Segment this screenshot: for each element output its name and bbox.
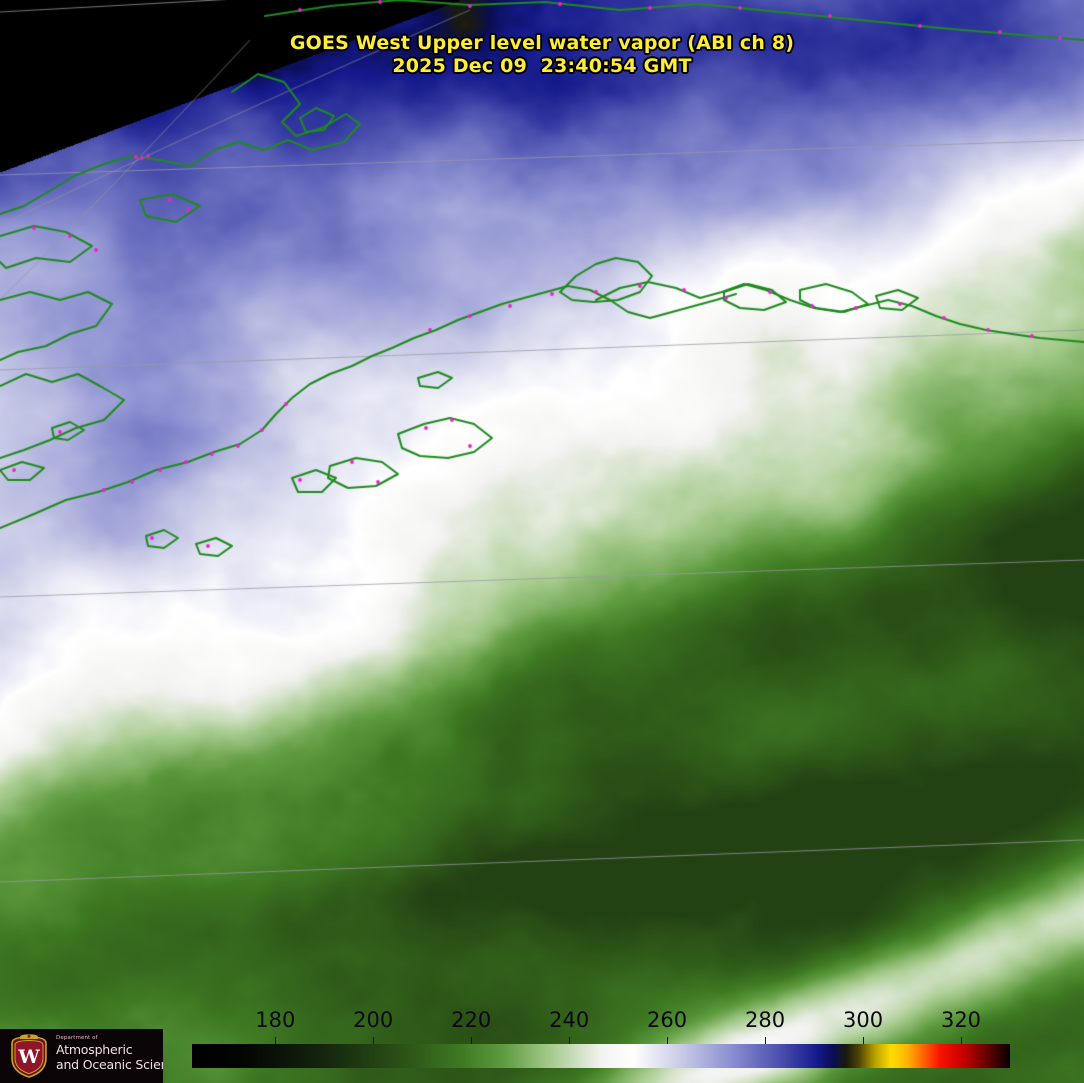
colorbar-tick-labels: 180 200 220 240 260 280 300 320: [192, 1008, 1010, 1034]
colorbar-tick-240: [569, 1037, 571, 1044]
colorbar-label-260: 260: [647, 1008, 688, 1032]
uw-crest-icon: W: [8, 1034, 50, 1079]
colorbar-tick-220: [471, 1037, 473, 1044]
logo-text-block: Department of Atmospheric and Oceanic Sc…: [56, 1035, 163, 1072]
colorbar-tick-180: [275, 1037, 277, 1044]
logo-line-oceanic: and Oceanic Sciences: [56, 1057, 163, 1072]
colorbar-label-300: 300: [843, 1008, 884, 1032]
colorbar-label-280: 280: [745, 1008, 786, 1032]
colorbar-label-220: 220: [451, 1008, 492, 1032]
colorbar-tick-280: [765, 1037, 767, 1044]
svg-text:W: W: [17, 1046, 40, 1068]
colorbar-tick-320: [961, 1037, 962, 1044]
colorbar-tick-300: [863, 1037, 865, 1044]
logo-line-atmospheric: Atmospheric: [56, 1042, 133, 1057]
logo-department-label: Department of: [56, 1035, 98, 1041]
colorbar-label-200: 200: [353, 1008, 394, 1032]
colorbar-tick-200: [373, 1037, 375, 1044]
colorbar-label-180: 180: [255, 1008, 296, 1032]
colorbar-label-320: 320: [940, 1008, 982, 1032]
colorbar-tick-marks: [192, 1037, 1010, 1044]
uw-aos-logo: W Department of Atmospheric and Oceanic …: [0, 1029, 163, 1083]
colorbar-label-240: 240: [549, 1008, 590, 1032]
colorbar-tick-260: [667, 1037, 669, 1044]
colorbar-gradient: [192, 1044, 1010, 1068]
colorbar-area: 180 200 220 240 260 280 300 320: [0, 1000, 1084, 1083]
